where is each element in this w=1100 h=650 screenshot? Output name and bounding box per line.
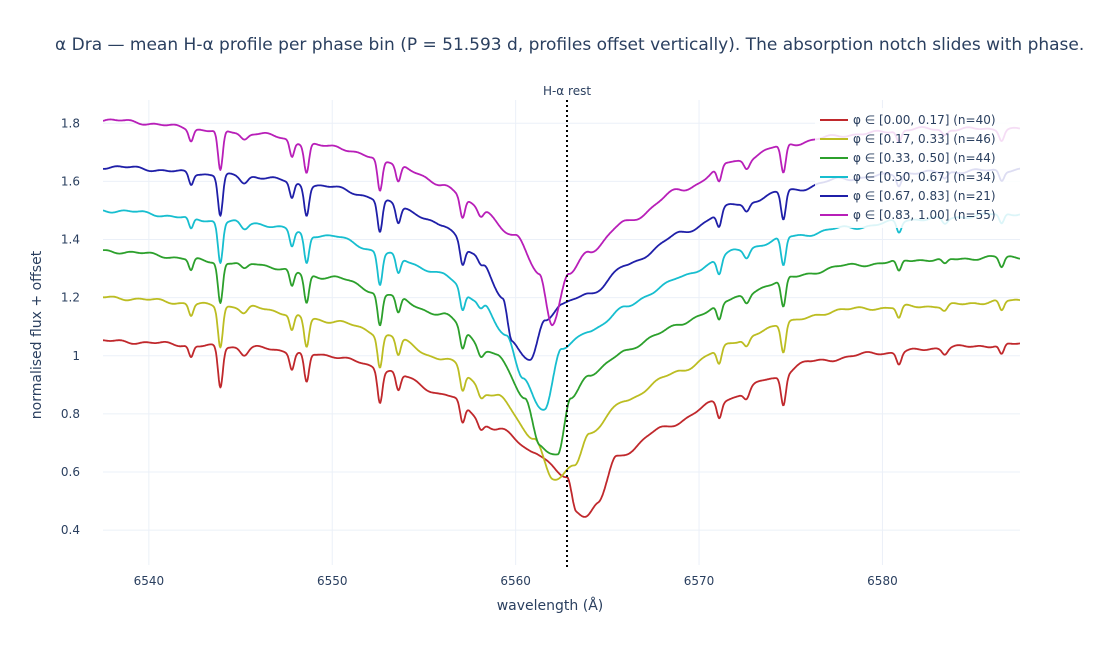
legend-box <box>815 108 1028 228</box>
x-tick-label: 6560 <box>500 574 531 588</box>
y-tick-label: 1.2 <box>61 291 80 305</box>
annotation-layer: H-α rest <box>543 84 591 570</box>
legend-entry: φ ∈ [0.33, 0.50] (n=44) <box>853 151 996 165</box>
legend-entry: φ ∈ [0.83, 1.00] (n=55) <box>853 208 996 222</box>
y-tick-label: 1 <box>72 349 80 363</box>
y-tick-label: 0.4 <box>61 523 80 537</box>
x-tick-label: 6540 <box>134 574 165 588</box>
legend-entry: φ ∈ [0.67, 0.83] (n=21) <box>853 189 996 203</box>
y-tick-label: 1.6 <box>61 174 80 188</box>
series-line <box>103 249 1020 456</box>
x-axis-title: wavelength (Å) <box>497 597 604 614</box>
x-tick-label: 6580 <box>867 574 898 588</box>
y-tick-label: 1.4 <box>61 233 80 247</box>
chart-title: α Dra — mean H-α profile per phase bin (… <box>55 35 1084 55</box>
y-axis-title: normalised flux + offset <box>29 250 45 419</box>
legend-entry: φ ∈ [0.50, 0.67] (n=34) <box>853 170 996 184</box>
series-line <box>103 295 1020 481</box>
h-alpha-rest-label: H-α rest <box>543 84 591 98</box>
y-tick-label: 1.8 <box>61 116 80 130</box>
x-tick-label: 6550 <box>317 574 348 588</box>
y-tick-label: 0.6 <box>61 465 80 479</box>
y-tick-label: 0.8 <box>61 407 80 421</box>
legend: φ ∈ [0.00, 0.17] (n=40) φ ∈ [0.17, 0.33] … <box>815 108 1028 228</box>
legend-entry: φ ∈ [0.17, 0.33] (n=46) <box>853 132 996 146</box>
legend-entry: φ ∈ [0.00, 0.17] (n=40) <box>853 113 996 127</box>
tick-layer: 6540 6550 6560 6570 6580 0.4 0.6 0.8 1 1.2 1.4 1.6 1… <box>61 116 898 588</box>
x-tick-label: 6570 <box>684 574 715 588</box>
